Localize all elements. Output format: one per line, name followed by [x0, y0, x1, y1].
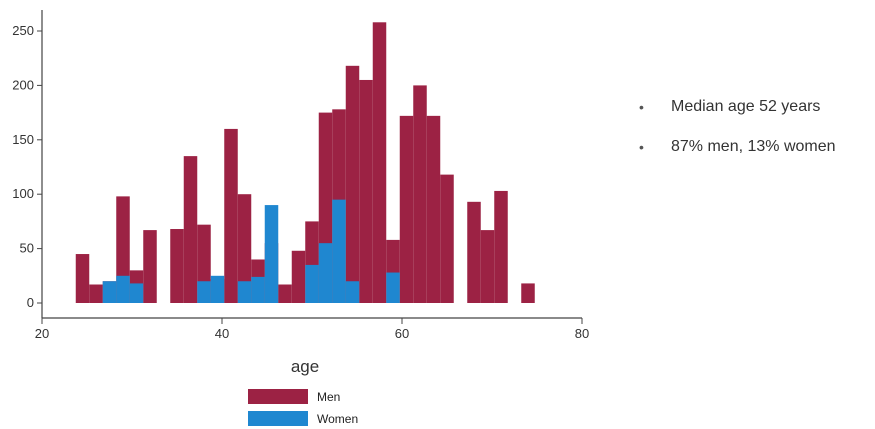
x-tick-label-1: 40 — [215, 326, 229, 341]
women-bar-11 — [345, 281, 360, 303]
men-bar-19 — [345, 65, 360, 303]
men-bar-29 — [494, 190, 508, 303]
women-bar-5 — [237, 281, 252, 303]
y-tick-label-3: 150 — [12, 132, 34, 147]
bullet-dot-icon: • — [639, 139, 644, 155]
legend-men-label: Men — [317, 390, 340, 404]
women-bar-12 — [386, 272, 400, 303]
men-bar-11 — [237, 194, 252, 303]
men-bar-15 — [291, 250, 306, 303]
bullet-item: • Median age 52 years — [633, 96, 868, 118]
y-tick-label-1: 50 — [20, 241, 34, 256]
men-bar-6 — [170, 229, 184, 303]
x-tick-label-3: 80 — [575, 326, 589, 341]
women-bar-8 — [305, 264, 319, 303]
x-axis-ticks: 20 40 60 80 — [35, 318, 589, 341]
men-bar-26 — [440, 174, 454, 303]
legend: Men Women — [248, 389, 358, 426]
women-bar-7 — [264, 205, 279, 303]
men-bar-30 — [521, 283, 535, 303]
women-bar-9 — [318, 243, 333, 303]
men-bar-10 — [224, 128, 238, 303]
men-bar-28 — [480, 230, 495, 303]
summary-bullets: • Median age 52 years • 87% men, 13% wom… — [633, 96, 868, 176]
men-bars — [75, 22, 535, 304]
bullet-text-gender-split: 87% men, 13% women — [671, 138, 836, 155]
women-bar-2 — [129, 283, 144, 303]
men-bar-14 — [278, 284, 292, 303]
men-bar-1 — [89, 284, 103, 303]
men-bar-23 — [399, 115, 414, 303]
y-tick-label-4: 200 — [12, 77, 34, 92]
women-bar-4 — [210, 275, 225, 303]
men-bar-7 — [183, 156, 198, 303]
y-tick-label-0: 0 — [27, 295, 34, 310]
women-bar-3 — [197, 281, 211, 303]
x-axis-label: age — [291, 357, 319, 376]
men-bar-0 — [75, 254, 90, 303]
men-bar-5 — [143, 230, 157, 303]
legend-women-swatch — [248, 411, 308, 426]
women-bar-0 — [102, 281, 117, 303]
x-tick-label-0: 20 — [35, 326, 49, 341]
y-axis-ticks: 0 50 100 150 200 250 — [12, 23, 42, 310]
women-bar-10 — [332, 199, 346, 303]
x-tick-label-2: 60 — [395, 326, 409, 341]
men-bar-27 — [467, 201, 481, 303]
bullet-item: • 87% men, 13% women — [633, 136, 868, 158]
y-tick-label-2: 100 — [12, 186, 34, 201]
women-bar-1 — [116, 275, 130, 303]
legend-women-label: Women — [317, 412, 358, 426]
men-bar-21 — [372, 22, 387, 304]
bullet-dot-icon: • — [639, 99, 644, 115]
men-bar-25 — [426, 115, 441, 303]
women-bar-6 — [251, 276, 265, 303]
men-bar-20 — [359, 79, 373, 304]
bullet-text-median-age: Median age 52 years — [671, 98, 821, 115]
women-bars — [102, 199, 400, 303]
age-histogram-chart: 0 50 100 150 200 250 20 40 60 80 age Men Women — [12, 10, 589, 426]
y-tick-label-5: 250 — [12, 23, 34, 38]
men-bar-24 — [413, 85, 427, 304]
legend-men-swatch — [248, 389, 308, 404]
